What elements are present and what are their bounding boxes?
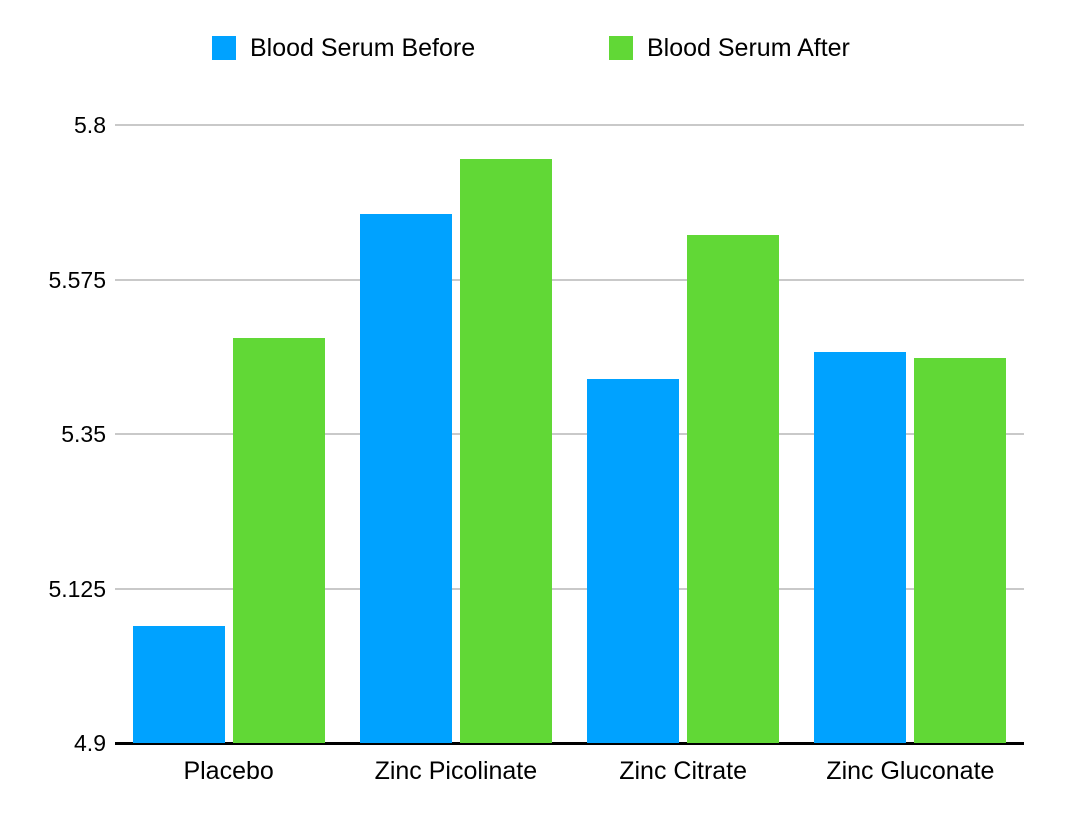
- y-tick-label: 5.125: [48, 575, 106, 602]
- gridline: [115, 433, 1024, 435]
- y-tick-label: 5.35: [61, 421, 106, 447]
- bar-blood-serum-after-zinc-picolinate: [459, 159, 552, 743]
- bar-blood-serum-before-placebo: [132, 626, 225, 743]
- legend-label-before: Blood Serum Before: [250, 34, 476, 62]
- bar-blood-serum-before-zinc-picolinate: [359, 214, 452, 743]
- legend-label-after: Blood Serum After: [647, 34, 850, 62]
- x-axis-line: [115, 742, 1024, 745]
- x-axis-label-zinc-picolinate: Zinc Picolinate: [374, 757, 538, 785]
- bar-blood-serum-before-zinc-gluconate: [814, 351, 907, 743]
- bar-blood-serum-after-placebo: [232, 337, 325, 743]
- gridline: [115, 124, 1024, 126]
- legend-swatch-after-icon: [609, 36, 633, 60]
- bar-blood-serum-after-zinc-citrate: [687, 234, 780, 743]
- x-axis-label-zinc-gluconate: Zinc Gluconate: [826, 757, 995, 785]
- gridline: [115, 587, 1024, 590]
- legend-item-blood-serum-before: Blood Serum Before: [212, 34, 475, 62]
- y-tick-label: 5.8: [74, 112, 106, 138]
- bar-blood-serum-after-zinc-gluconate: [914, 358, 1007, 743]
- legend-swatch-before-icon: [212, 36, 236, 60]
- y-tick-label: 4.9: [74, 730, 106, 756]
- x-axis-label-zinc-citrate: Zinc Citrate: [619, 757, 748, 785]
- gridline: [115, 278, 1024, 281]
- legend-item-blood-serum-after: Blood Serum After: [609, 34, 850, 62]
- x-axis-label-placebo: Placebo: [183, 757, 274, 785]
- bar-blood-serum-before-zinc-citrate: [587, 379, 680, 743]
- y-tick-label: 5.575: [48, 266, 106, 293]
